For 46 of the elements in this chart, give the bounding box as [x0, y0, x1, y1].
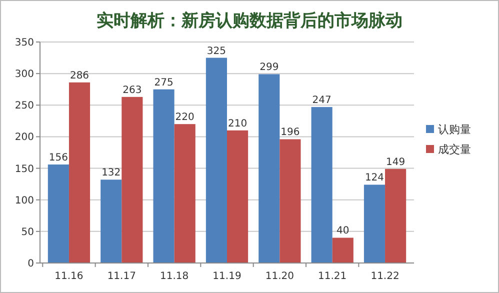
- data-label: 247: [312, 95, 332, 106]
- data-label: 149: [386, 156, 406, 168]
- y-tick-label: 200: [14, 132, 34, 144]
- x-tick-label: 11.22: [370, 271, 400, 282]
- data-label: 275: [154, 77, 174, 88]
- y-tick-label: 0: [28, 258, 34, 270]
- bar: [332, 238, 354, 263]
- x-tick-label: 11.16: [54, 271, 84, 282]
- data-label: 299: [260, 62, 279, 74]
- x-tick-label: 11.20: [265, 271, 294, 282]
- bar: [68, 82, 90, 263]
- data-label: 263: [122, 84, 142, 96]
- data-label: 124: [364, 172, 384, 184]
- data-label: 196: [280, 127, 300, 138]
- data-label: 286: [70, 70, 90, 82]
- data-label: 220: [175, 112, 194, 124]
- legend-label: 认购量: [438, 123, 471, 136]
- y-tick-label: 250: [14, 100, 34, 112]
- y-tick-label: 350: [14, 38, 34, 48]
- bar: [385, 168, 406, 263]
- bar: [258, 74, 280, 263]
- data-label: 325: [206, 46, 226, 57]
- y-tick-label: 50: [21, 226, 34, 238]
- y-tick-label: 150: [14, 164, 34, 175]
- x-tick-label: 11.18: [160, 271, 189, 282]
- bar: [100, 180, 122, 263]
- x-tick-label: 11.17: [107, 271, 136, 282]
- bar: [280, 139, 301, 263]
- bar: [364, 184, 386, 263]
- y-tick-label: 100: [14, 195, 34, 206]
- legend-label: 成交量: [438, 143, 471, 156]
- y-tick-label: 300: [14, 69, 34, 80]
- chart-title: 实时解析：新房认购数据背后的市场脉动: [96, 11, 402, 31]
- bar: [153, 89, 174, 263]
- bar: [122, 96, 143, 263]
- x-tick-label: 11.21: [318, 271, 347, 282]
- bar: [227, 130, 248, 263]
- bar: [174, 124, 196, 263]
- data-label: 132: [102, 168, 121, 179]
- bar: [311, 107, 332, 263]
- bar: [48, 164, 69, 263]
- data-label: 156: [48, 152, 68, 164]
- x-tick-label: 11.19: [212, 271, 242, 282]
- data-label: 40: [336, 226, 350, 237]
- data-label: 210: [228, 118, 248, 130]
- bar: [206, 58, 227, 263]
